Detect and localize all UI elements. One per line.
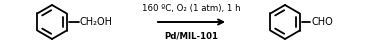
Text: 160 ºC, O₂ (1 atm), 1 h: 160 ºC, O₂ (1 atm), 1 h — [142, 4, 241, 12]
Text: CH₂OH: CH₂OH — [80, 17, 113, 27]
Text: CHO: CHO — [311, 17, 333, 27]
Text: Pd/MIL-101: Pd/MIL-101 — [165, 32, 219, 40]
